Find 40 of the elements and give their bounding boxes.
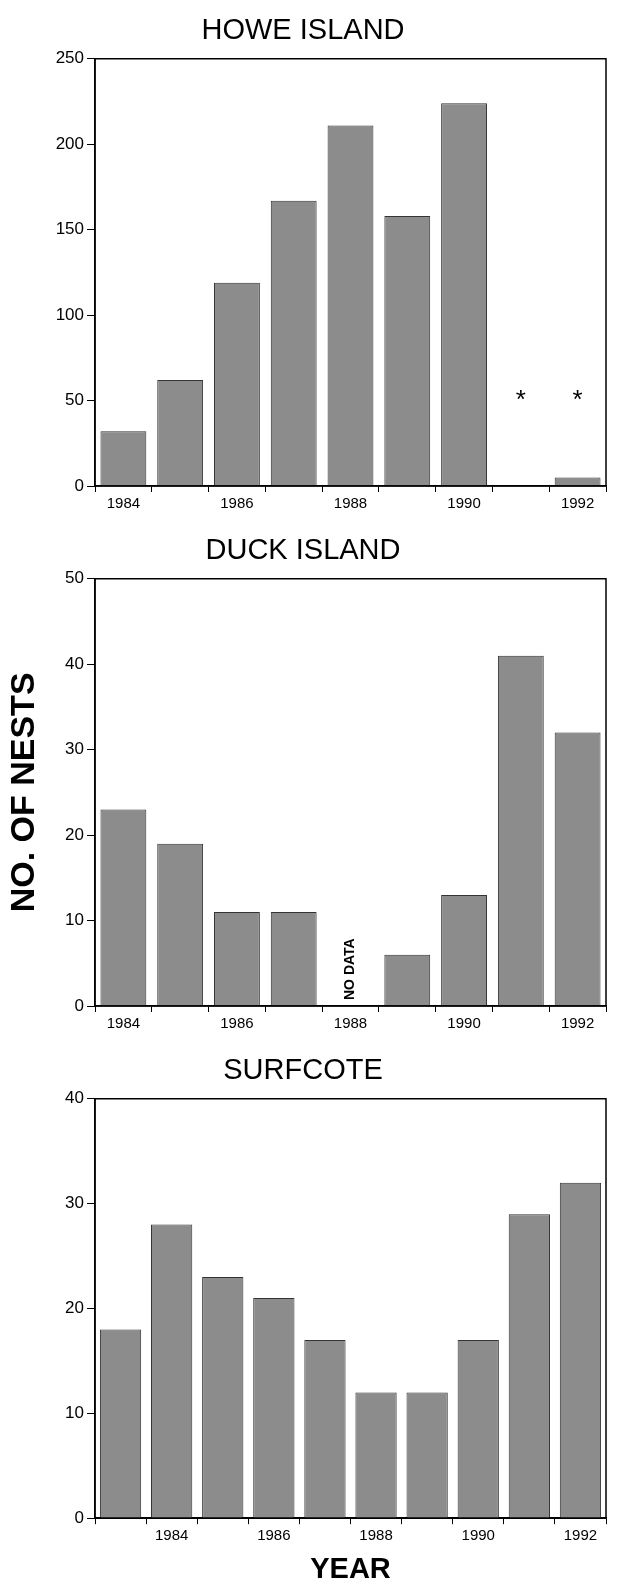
x-tick-label: 1992 bbox=[560, 494, 595, 512]
x-tick-label: 1988 bbox=[359, 1526, 393, 1544]
y-tick-label: 50 bbox=[65, 390, 84, 410]
x-tick-label: 1990 bbox=[461, 1526, 495, 1544]
x-tick-label: 1990 bbox=[447, 1014, 481, 1032]
y-tick-label: 40 bbox=[65, 1088, 84, 1108]
y-tick-label: 20 bbox=[65, 824, 84, 844]
y-tick-label: 20 bbox=[65, 1298, 84, 1318]
x-tick-label: 1984 bbox=[106, 494, 141, 512]
y-tick-label: 40 bbox=[65, 653, 84, 673]
y-tick-label: 30 bbox=[65, 739, 84, 759]
chart-title: DUCK ISLAND bbox=[205, 533, 401, 566]
y-tick-label: 50 bbox=[65, 568, 84, 588]
y-tick-label: 0 bbox=[74, 995, 84, 1015]
x-axis-title: YEAR bbox=[310, 1551, 391, 1584]
y-tick-label: 200 bbox=[55, 133, 84, 153]
data-label: * bbox=[572, 383, 583, 414]
y-tick-label: 30 bbox=[65, 1193, 84, 1213]
x-tick-label: 1988 bbox=[333, 494, 368, 512]
y-tick-label: 250 bbox=[55, 48, 84, 68]
y-tick-label: 0 bbox=[74, 1507, 84, 1527]
x-tick-label: 1990 bbox=[447, 494, 481, 512]
text: NO DATA bbox=[341, 938, 358, 1000]
y-tick-label: 0 bbox=[74, 475, 84, 495]
x-tick-label: 1992 bbox=[563, 1526, 598, 1544]
text: * bbox=[515, 383, 526, 414]
y-axis-title: NO. OF NESTS bbox=[2, 672, 41, 913]
x-tick-label: 1986 bbox=[220, 1014, 254, 1032]
x-tick-label: 1992 bbox=[560, 1014, 595, 1032]
x-tick-label: 1984 bbox=[106, 1014, 141, 1032]
x-tick-label: 1986 bbox=[220, 494, 254, 512]
y-tick-label: 10 bbox=[65, 910, 84, 930]
chart-title: HOWE ISLAND bbox=[201, 13, 405, 46]
y-tick-label: 100 bbox=[55, 304, 84, 324]
x-tick-label: 1984 bbox=[154, 1526, 189, 1544]
chart-title: SURFCOTE bbox=[223, 1053, 383, 1086]
x-tick-label: 1986 bbox=[257, 1526, 291, 1544]
y-tick-label: 150 bbox=[55, 219, 84, 239]
x-tick-label: 1988 bbox=[333, 1014, 368, 1032]
y-tick-label: 10 bbox=[65, 1403, 84, 1423]
